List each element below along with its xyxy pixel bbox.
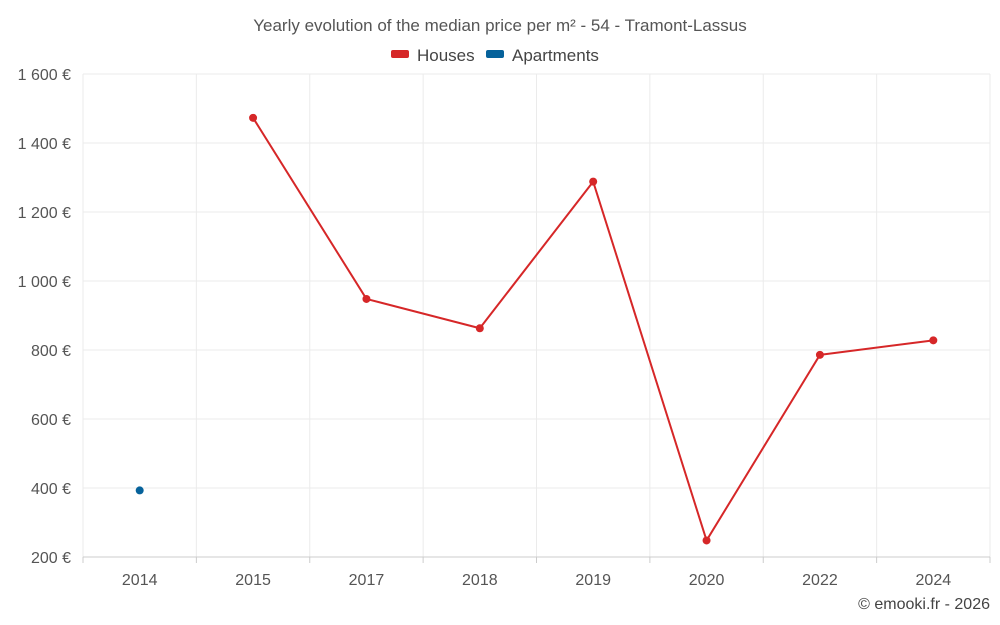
legend-label-houses: Houses	[417, 46, 475, 65]
x-tick-label: 2017	[349, 572, 385, 589]
credit-text: © emooki.fr - 2026	[858, 596, 990, 613]
x-tick-label: 2019	[575, 572, 611, 589]
data-point-houses[interactable]	[362, 294, 371, 303]
y-tick-label: 1 400 €	[18, 136, 71, 153]
legend-item-apartments[interactable]: Apartments	[486, 46, 599, 65]
data-point-houses[interactable]	[815, 350, 824, 359]
data-point-houses[interactable]	[589, 177, 598, 186]
x-tick-label: 2020	[689, 572, 725, 589]
grid	[82, 73, 991, 557]
x-tick-label: 2015	[235, 572, 271, 589]
data-point-apartments[interactable]	[135, 486, 144, 495]
series-houses	[249, 113, 938, 545]
series	[135, 113, 938, 545]
y-tick-label: 1 200 €	[18, 205, 71, 222]
legend-swatch-apartments	[486, 50, 504, 58]
data-point-houses[interactable]	[475, 324, 484, 333]
data-point-houses[interactable]	[702, 536, 711, 545]
y-tick-label: 200 €	[31, 550, 71, 567]
legend-label-apartments: Apartments	[512, 46, 599, 65]
legend-swatch-houses	[391, 50, 409, 58]
y-tick-label: 400 €	[31, 481, 71, 498]
y-tick-label: 1 600 €	[18, 67, 71, 84]
data-point-houses[interactable]	[929, 336, 938, 345]
series-apartments	[135, 486, 144, 495]
y-tick-label: 800 €	[31, 343, 71, 360]
x-tick-label: 2022	[802, 572, 838, 589]
legend: Houses Apartments	[391, 46, 599, 65]
x-tick-label: 2014	[122, 572, 158, 589]
x-tick-label: 2018	[462, 572, 498, 589]
axes: 200 € 400 € 600 € 800 € 1 000 € 1 200 € 1 400 …	[18, 67, 991, 589]
x-tick-label: 2024	[916, 572, 952, 589]
legend-item-houses[interactable]: Houses	[391, 46, 475, 65]
chart-title: Yearly evolution of the median price per…	[253, 16, 747, 35]
y-tick-label: 600 €	[31, 412, 71, 429]
data-point-houses[interactable]	[249, 113, 258, 122]
y-tick-label: 1 000 €	[18, 274, 71, 291]
